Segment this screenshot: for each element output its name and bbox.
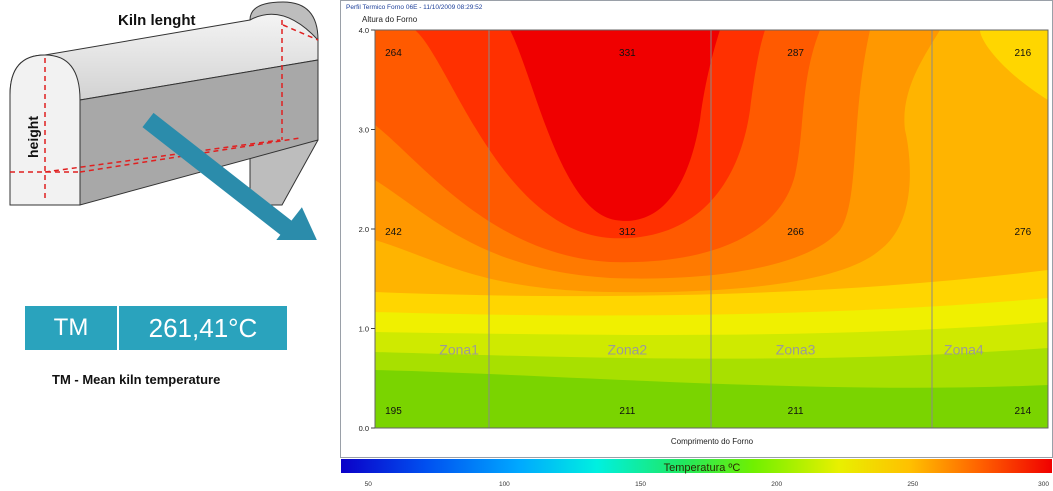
x-axis-label: Comprimento do Forno xyxy=(671,437,754,446)
zone-separators xyxy=(488,30,933,428)
colorbar-label: Temperatura ºC xyxy=(664,462,741,474)
sensor-readings: 264 331 287 216 242 312 266 276 195 211 211 214 xyxy=(385,48,1032,417)
zone-label: Zona4 xyxy=(944,341,984,357)
colorbar-tick-label: 100 xyxy=(499,481,510,488)
sensor-reading: 312 xyxy=(619,227,636,238)
sensor-reading: 211 xyxy=(619,406,635,417)
kiln-diagram: Kiln lenght height xyxy=(9,1,326,240)
sensor-reading: 242 xyxy=(385,227,402,238)
arrow-icon xyxy=(142,112,326,240)
y-tick-label: 0.0 xyxy=(359,424,369,433)
sensor-reading: 287 xyxy=(787,48,804,59)
colorbar-tick-label: 300 xyxy=(1038,481,1049,488)
sensor-reading: 211 xyxy=(788,406,804,417)
sensor-reading: 266 xyxy=(787,227,804,238)
colorbar-tick-label: 150 xyxy=(635,481,646,488)
sensor-reading: 216 xyxy=(1014,48,1031,59)
sensor-reading: 214 xyxy=(1014,406,1031,417)
y-tick-label: 2.0 xyxy=(359,225,369,234)
colorbar xyxy=(341,459,1052,473)
tm-caption: TM - Mean kiln temperature xyxy=(52,372,221,387)
y-tick-label: 3.0 xyxy=(359,126,369,135)
y-axis-label: Altura do Forno xyxy=(362,15,418,24)
kiln-height-label: height xyxy=(25,116,41,158)
mean-temperature-box: TM 261,41°C xyxy=(25,306,287,350)
y-axis: 0.0 1.0 2.0 3.0 4.0 xyxy=(359,26,375,433)
zone-label: Zona2 xyxy=(608,341,648,357)
thermal-profile-chart: Perfil Termico Forno 06E - 11/10/2009 08… xyxy=(340,0,1053,488)
zone-label: Zona1 xyxy=(439,341,479,357)
tm-value: 261,41°C xyxy=(148,312,258,343)
window-title: Perfil Termico Forno 06E - 11/10/2009 08… xyxy=(346,4,483,11)
zone-labels: Zona1 Zona2 Zona3 Zona4 xyxy=(439,341,984,357)
sensor-reading: 195 xyxy=(385,406,402,417)
tm-label: TM xyxy=(25,306,119,350)
sensor-reading: 276 xyxy=(1014,227,1031,238)
kiln-length-label: Kiln lenght xyxy=(118,12,196,29)
colorbar-ticks: 50 100 150 200 250 300 xyxy=(365,481,1050,488)
y-tick-label: 1.0 xyxy=(359,325,369,334)
colorbar-tick-label: 250 xyxy=(907,481,918,488)
sensor-reading: 331 xyxy=(619,48,636,59)
colorbar-tick-label: 50 xyxy=(365,481,373,488)
y-tick-label: 4.0 xyxy=(359,26,369,35)
sensor-reading: 264 xyxy=(385,48,402,59)
colorbar-tick-label: 200 xyxy=(771,481,782,488)
zone-label: Zona3 xyxy=(776,341,816,357)
